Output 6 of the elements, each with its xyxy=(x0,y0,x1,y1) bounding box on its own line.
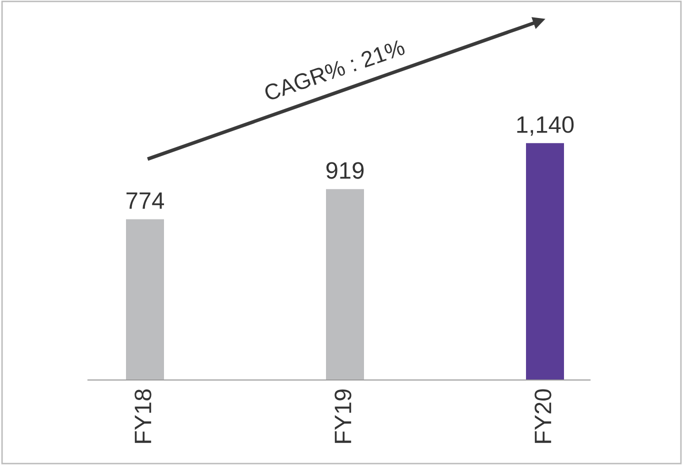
x-tick-label: FY20 xyxy=(534,389,552,443)
x-tick-label: FY19 xyxy=(334,389,352,443)
data-label: 919 xyxy=(326,162,364,179)
x-tick-label: FY18 xyxy=(134,389,152,443)
data-label: 1,140 xyxy=(517,116,574,136)
data-label: 774 xyxy=(126,192,164,209)
